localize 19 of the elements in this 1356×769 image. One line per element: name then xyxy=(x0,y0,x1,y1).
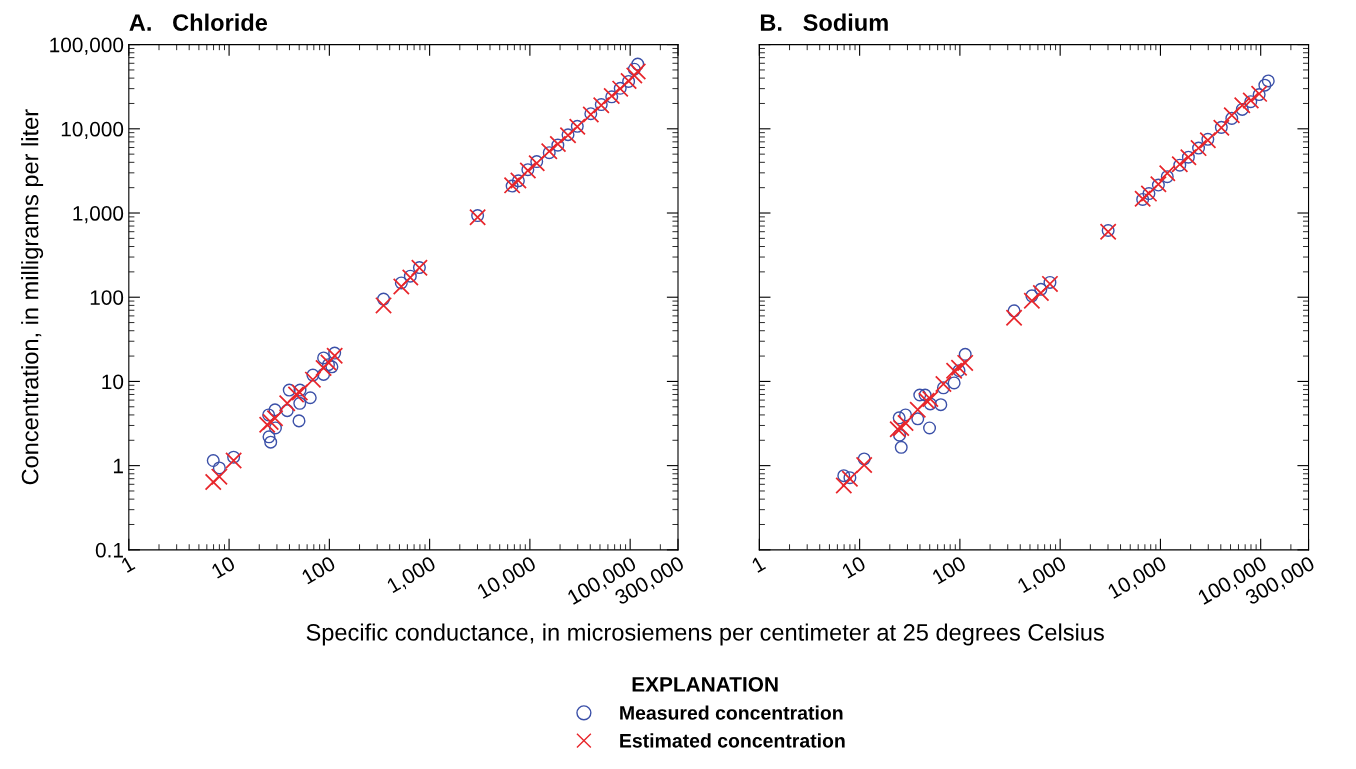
y-tick-label: 10,000 xyxy=(61,121,124,140)
y-axis-title: Concentration, in milligrams per liter xyxy=(21,109,44,485)
y-tick-label: 1,000 xyxy=(73,206,124,224)
x-tick-label: 100 xyxy=(931,555,967,585)
x-axis-title: Specific conductance, in microsiemens per centimeter at 25 degrees Celsius xyxy=(306,623,1104,646)
chart-title: B. Sodium xyxy=(760,13,888,31)
legend-label: Estimated concentration xyxy=(620,733,845,748)
x-tick-label: 1 xyxy=(751,555,767,573)
y-tick-label: 10 xyxy=(102,374,124,390)
y-tick-label: 0.1 xyxy=(95,542,123,558)
y-tick-label: 100,000 xyxy=(50,37,124,55)
y-tick-label: 1 xyxy=(113,458,123,474)
x-tick-label: 100 xyxy=(300,555,337,585)
legend-title: EXPLANATION xyxy=(632,676,778,692)
x-tick-label: 10 xyxy=(210,555,237,579)
chart-title: A. Chloride xyxy=(129,13,268,31)
legend-label: Measured concentration xyxy=(620,705,843,720)
y-tick-label: 100 xyxy=(90,290,124,305)
x-tick-label: 10 xyxy=(841,555,867,579)
